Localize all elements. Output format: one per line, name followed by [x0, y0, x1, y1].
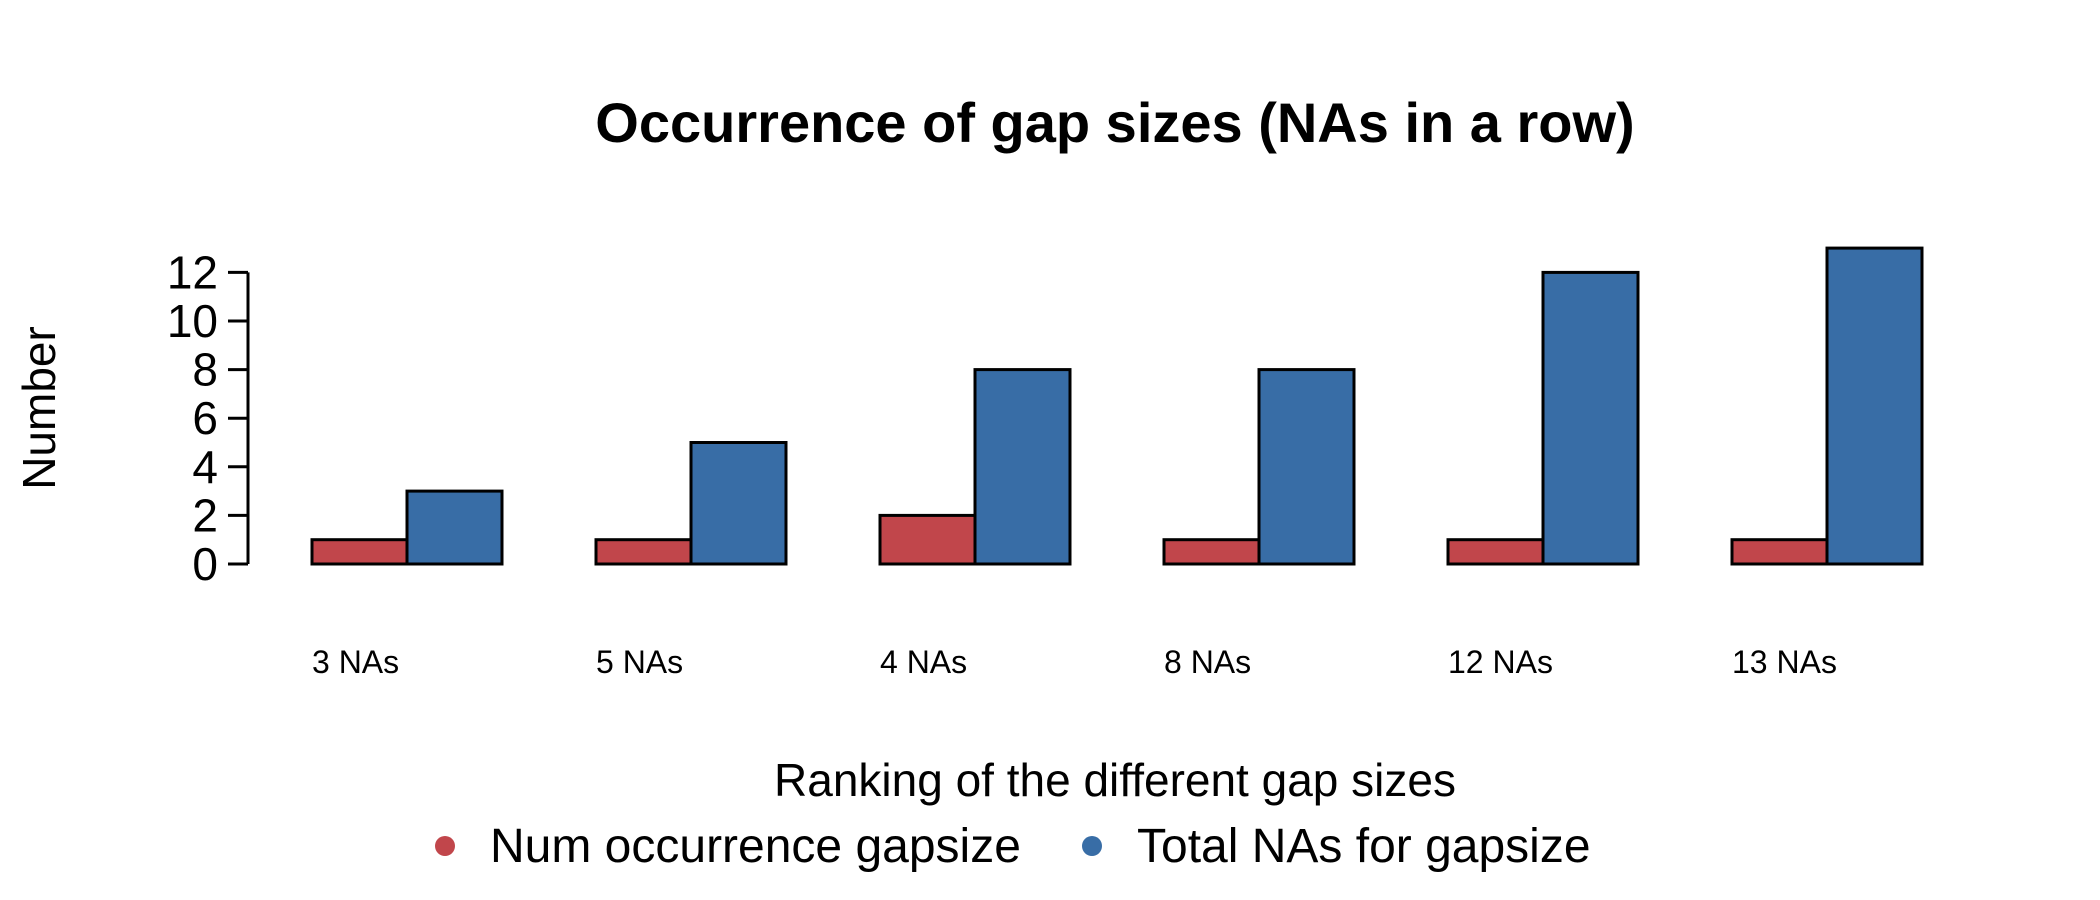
bar: [1730, 538, 1829, 566]
y-axis-label: Number: [13, 326, 65, 490]
y-tick-label: 6: [192, 392, 218, 444]
y-tick-label: 12: [167, 246, 218, 298]
legend-label: Total NAs for gapsize: [1137, 820, 1591, 873]
y-tick-label: 4: [192, 441, 218, 493]
x-tick-label: 5 NAs: [596, 644, 683, 680]
bar: [1541, 270, 1640, 566]
y-tick-label: 2: [192, 489, 218, 541]
legend-label: Num occurrence gapsize: [490, 820, 1021, 873]
x-tick-label: 13 NAs: [1732, 644, 1837, 680]
y-tick-label: 8: [192, 344, 218, 396]
bars-group: [310, 246, 1924, 566]
bar: [405, 489, 504, 566]
bar: [1162, 538, 1261, 566]
legend-marker: [1082, 836, 1102, 856]
bar: [689, 441, 788, 566]
x-tick-labels: 3 NAs 5 NAs 4 NAs 8 NAs 12 NAs 13 NAs: [312, 644, 1837, 680]
x-tick-label: 3 NAs: [312, 644, 399, 680]
bar: [878, 513, 977, 566]
bar: [1257, 368, 1356, 566]
legend-marker: [435, 836, 455, 856]
x-tick-label: 12 NAs: [1448, 644, 1553, 680]
bar: [594, 538, 693, 566]
bar: [310, 538, 409, 566]
bar: [973, 368, 1072, 566]
y-tick-label: 0: [192, 538, 218, 590]
y-tick-label: 10: [167, 295, 218, 347]
x-tick-label: 8 NAs: [1164, 644, 1251, 680]
bar: [1825, 246, 1924, 566]
legend: Num occurrence gapsize Total NAs for gaps…: [435, 820, 1591, 873]
chart-title: Occurrence of gap sizes (NAs in a row): [595, 91, 1634, 154]
x-tick-label: 4 NAs: [880, 644, 967, 680]
x-axis-label: Ranking of the different gap sizes: [774, 754, 1456, 806]
bar: [1446, 538, 1545, 566]
